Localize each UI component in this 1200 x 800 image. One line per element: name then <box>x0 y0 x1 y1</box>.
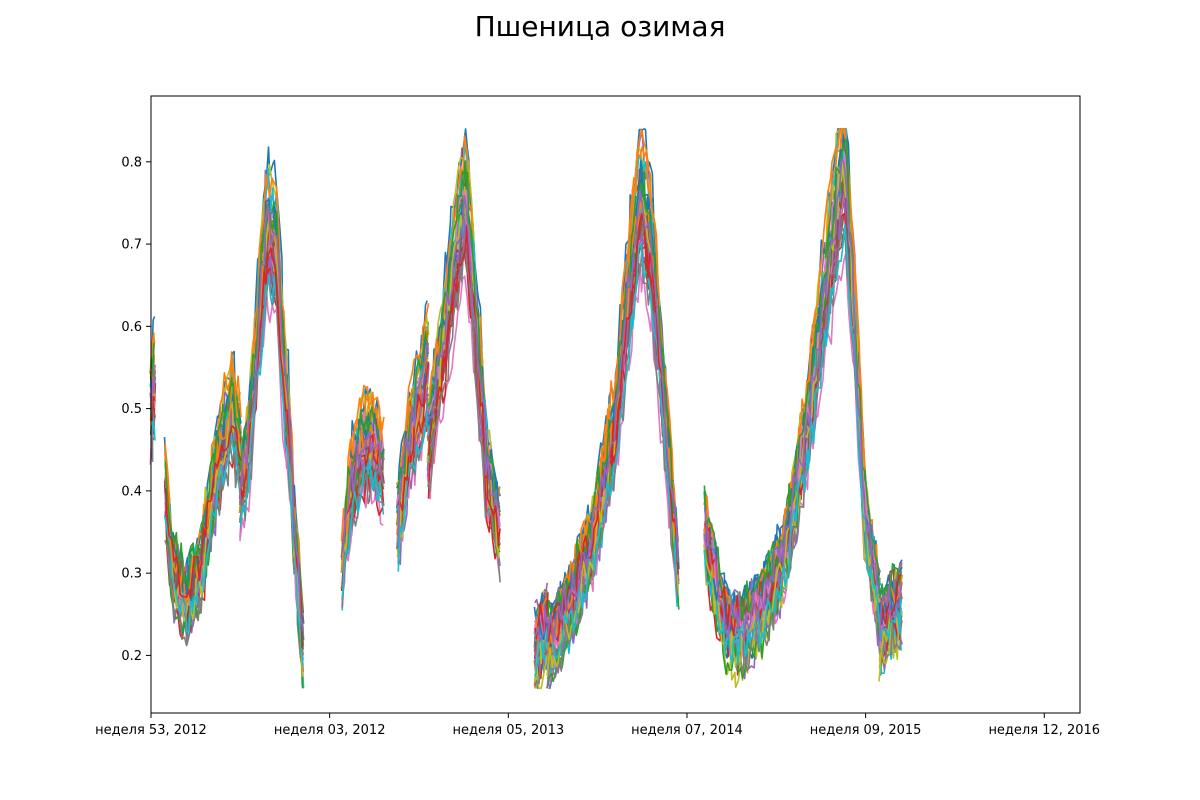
series-line <box>340 424 384 573</box>
series-line <box>397 361 430 512</box>
series-line <box>703 507 741 638</box>
series-line <box>546 189 679 643</box>
series-line <box>163 432 242 633</box>
series-line <box>397 341 428 537</box>
series-line <box>427 224 500 544</box>
series-line <box>239 294 295 542</box>
y-tick-label: 0.5 <box>121 402 142 417</box>
y-tick-label: 0.7 <box>121 238 142 253</box>
x-tick-label: неделя 05, 2013 <box>452 723 564 738</box>
x-tick-label: неделя 12, 2016 <box>988 723 1100 738</box>
y-tick-label: 0.6 <box>121 320 142 335</box>
series-line <box>341 458 384 599</box>
series-line <box>397 401 429 572</box>
series-line <box>426 195 501 512</box>
x-tick-label: неделя 53, 2012 <box>95 723 207 738</box>
chart-title: Пшеница озимая <box>474 10 726 43</box>
series-line <box>426 170 501 513</box>
series-line <box>533 605 548 643</box>
series-line <box>150 364 155 415</box>
series-line <box>704 523 741 628</box>
series-line <box>239 273 296 551</box>
x-tick-label: неделя 03, 2012 <box>274 723 386 738</box>
x-tick-label: неделя 09, 2015 <box>810 723 922 738</box>
series-line <box>703 549 742 666</box>
series-line <box>340 384 385 542</box>
series-line <box>426 275 501 574</box>
series-line <box>151 434 155 463</box>
x-axis: неделя 53, 2012 неделя 03, 2012 неделя 05,… <box>95 713 1100 738</box>
series-line <box>341 433 385 549</box>
series-line <box>879 574 902 627</box>
series-line <box>738 138 880 622</box>
series-line <box>878 581 903 642</box>
series-line <box>164 425 242 599</box>
series-line <box>740 128 880 620</box>
series-line <box>342 443 384 574</box>
x-tick-label: неделя 07, 2014 <box>631 723 743 738</box>
y-tick-label: 0.8 <box>121 155 142 170</box>
plot-frame <box>150 95 1081 714</box>
series-line <box>342 406 385 544</box>
series-line <box>292 513 304 632</box>
series-line <box>293 534 304 666</box>
series-line <box>238 205 296 536</box>
series-line <box>740 224 882 658</box>
y-tick-label: 0.4 <box>121 484 142 499</box>
series-line <box>341 431 384 554</box>
series-line <box>547 243 679 660</box>
series-line <box>239 247 296 507</box>
y-tick-label: 0.2 <box>121 649 142 664</box>
y-axis: 0.2 0.3 0.4 0.5 0.6 0.7 0.8 <box>121 155 151 664</box>
series-lines <box>149 128 903 690</box>
series-line <box>878 598 902 642</box>
series-line <box>150 343 155 378</box>
series-line <box>151 395 156 422</box>
series-line <box>740 158 881 641</box>
series-line <box>396 303 430 504</box>
series-line <box>704 522 741 636</box>
y-tick-label: 0.3 <box>121 567 142 582</box>
